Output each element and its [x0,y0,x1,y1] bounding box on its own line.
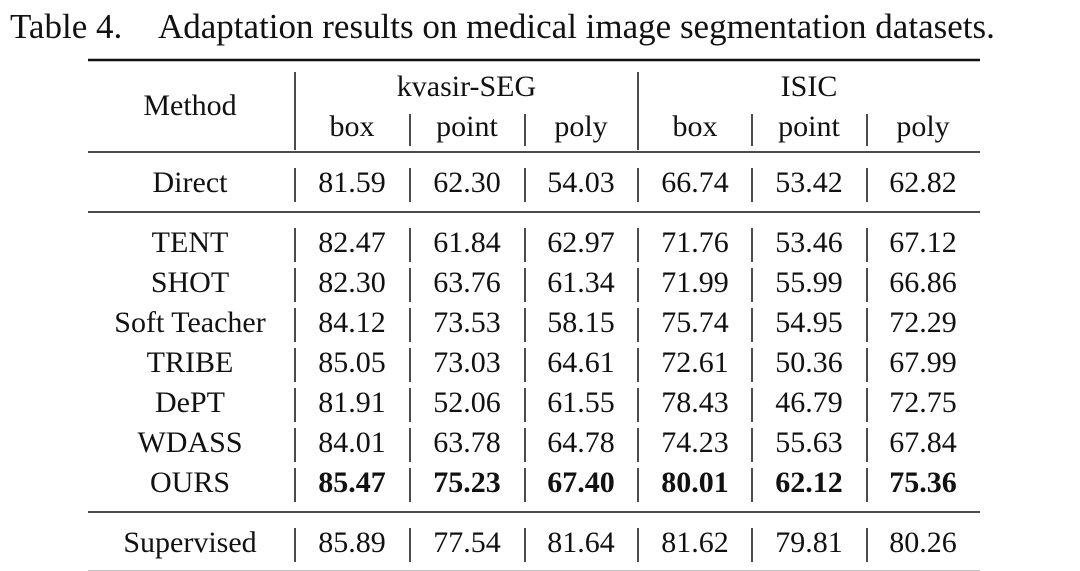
cell-value: 71.76 [661,226,729,259]
cell-value: 62.30 [433,166,501,199]
caption-text: Adaptation results on medical image segm… [158,7,995,46]
cell-value: 61.84 [433,226,501,259]
cell-value: 58.15 [547,306,615,339]
column-header: point [436,110,498,143]
cell-value: 61.55 [547,386,615,419]
cell-value: 66.74 [661,166,729,199]
method-name: Soft Teacher [114,306,265,339]
cell-value: 62.97 [547,226,615,259]
cell-value: 53.46 [775,226,843,259]
column-header: point [778,110,840,143]
cell-value: 85.05 [318,346,386,379]
cell-value: 54.03 [547,166,615,199]
cell-value: 64.78 [547,426,615,459]
cell-value: 79.81 [775,526,843,559]
caption-label: Table 4. [10,7,122,46]
cell-value: 63.76 [433,266,501,299]
cell-value: 55.63 [775,426,843,459]
cell-value: 81.91 [318,386,386,419]
group-header: ISIC [781,70,838,103]
cell-value: 64.61 [547,346,615,379]
method-header: Method [143,89,236,122]
method-name: TRIBE [147,346,234,379]
cell-value: 46.79 [775,386,843,419]
cell-value: 85.47 [318,466,386,499]
cell-value: 77.54 [433,526,501,559]
column-header: poly [896,110,949,143]
method-name: SHOT [151,266,229,299]
method-name: Direct [153,166,229,199]
method-name: WDASS [137,426,242,459]
cell-value: 80.01 [661,466,729,499]
cell-value: 62.12 [775,466,843,499]
cell-value: 50.36 [775,346,843,379]
cell-value: 73.03 [433,346,501,379]
cell-value: 84.01 [318,426,386,459]
cell-value: 67.99 [889,346,957,379]
cell-value: 72.29 [889,306,957,339]
method-name: Supervised [123,526,256,559]
cell-value: 81.62 [661,526,729,559]
column-header: box [673,110,718,143]
cell-value: 74.23 [661,426,729,459]
cell-value: 63.78 [433,426,501,459]
cell-value: 81.59 [318,166,386,199]
method-name: TENT [152,226,229,259]
cell-value: 54.95 [775,306,843,339]
cell-value: 85.89 [318,526,386,559]
cell-value: 75.23 [433,466,501,499]
cell-value: 82.47 [318,226,386,259]
method-name: OURS [150,466,230,499]
cell-value: 71.99 [661,266,729,299]
cell-value: 61.34 [547,266,615,299]
method-name: DePT [155,386,225,419]
cell-value: 81.64 [547,526,615,559]
cell-value: 52.06 [433,386,501,419]
cell-value: 84.12 [318,306,386,339]
cell-value: 75.74 [661,306,729,339]
cell-value: 67.12 [889,226,957,259]
cell-value: 66.86 [889,266,957,299]
cell-value: 67.40 [547,466,615,499]
cell-value: 73.53 [433,306,501,339]
cell-value: 72.61 [661,346,729,379]
group-header: kvasir-SEG [397,70,536,103]
cell-value: 62.82 [889,166,957,199]
cell-value: 80.26 [889,526,957,559]
column-header: poly [554,110,607,143]
cell-value: 67.84 [889,426,957,459]
cell-value: 72.75 [889,386,957,419]
cell-value: 75.36 [889,466,957,499]
cell-value: 78.43 [661,386,729,419]
cell-value: 55.99 [775,266,843,299]
column-header: box [330,110,375,143]
cell-value: 53.42 [775,166,843,199]
cell-value: 82.30 [318,266,386,299]
